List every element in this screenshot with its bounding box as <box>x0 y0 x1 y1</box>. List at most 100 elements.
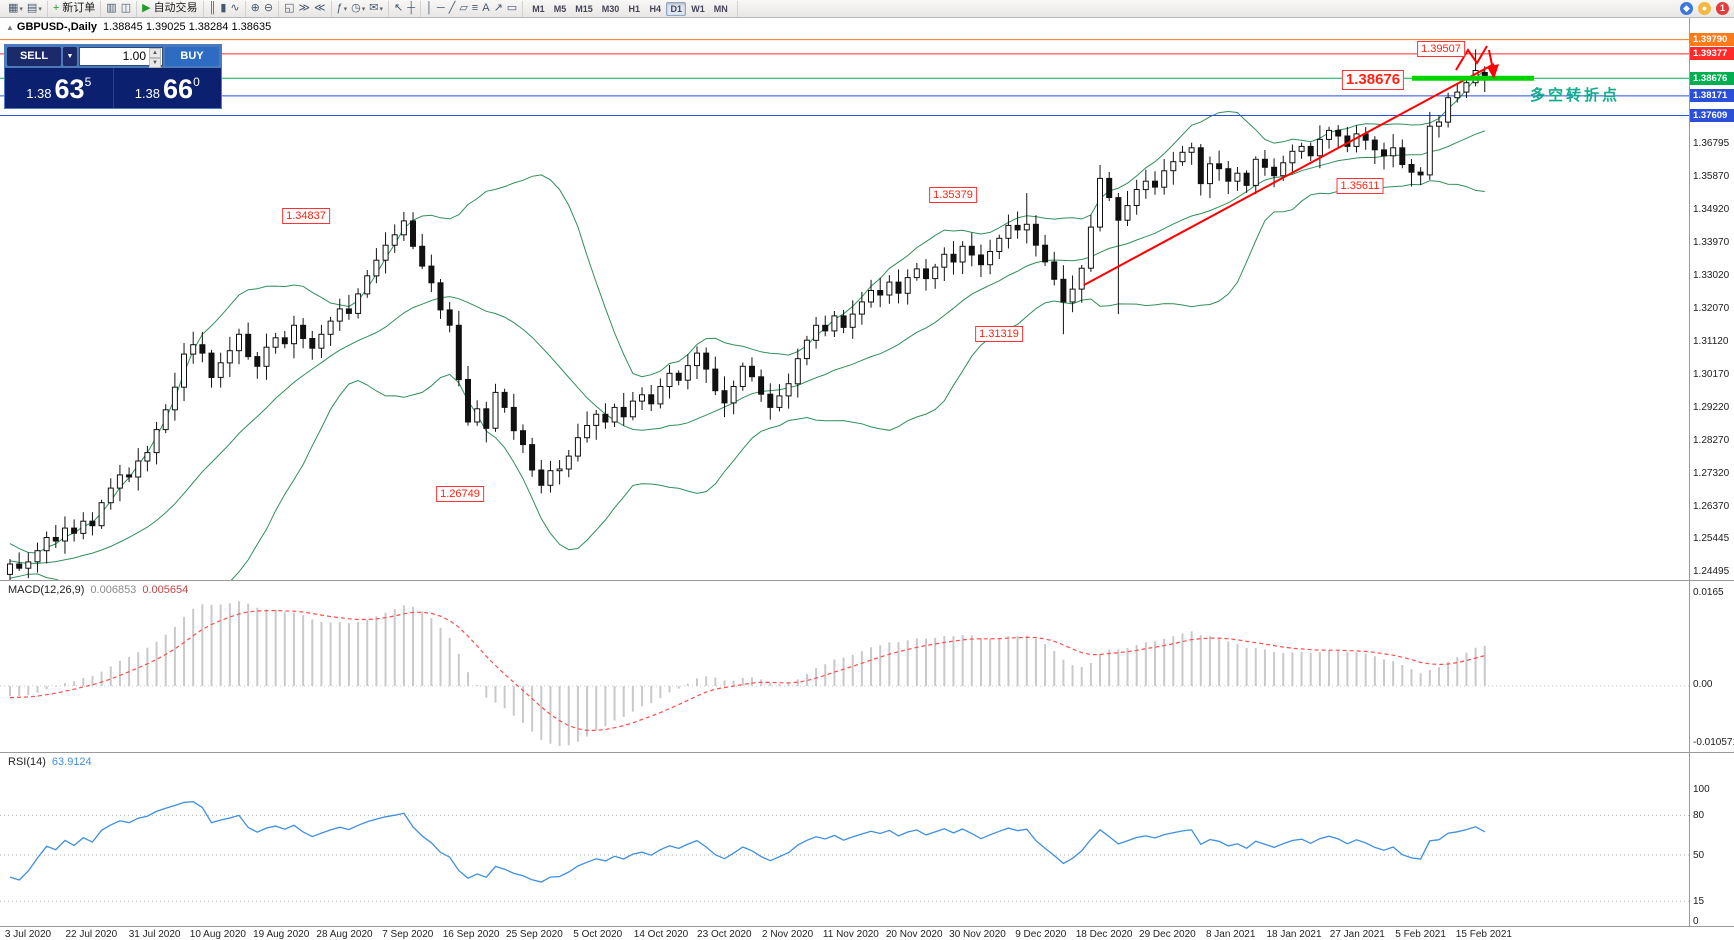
volume-up-icon[interactable]: ▲ <box>149 48 161 58</box>
cursor-icon[interactable]: ↖ <box>394 2 404 14</box>
new-order-button-label: 新订单 <box>62 2 96 14</box>
timeframe-h4[interactable]: H4 <box>649 3 661 14</box>
volume-value: 1.00 <box>122 49 146 63</box>
bar-chart-icon[interactable]: ║ <box>208 2 217 14</box>
periods-icon-caret[interactable]: ▾ <box>361 5 366 13</box>
candlestick-icon[interactable]: ▮ <box>220 2 227 14</box>
line-chart-icon[interactable]: ∿ <box>230 2 240 14</box>
notifications-badge-icon[interactable]: 1 <box>1716 2 1729 15</box>
crosshair-icon[interactable]: ┼ <box>407 2 416 14</box>
macd-scale-label: 0.0165 <box>1693 587 1724 598</box>
price-axis-label: 1.26370 <box>1693 501 1730 512</box>
price-annotation-1.31319[interactable]: 1.31319 <box>975 326 1023 342</box>
text-icon[interactable]: A <box>482 2 490 14</box>
price-axis-label: 1.24495 <box>1693 566 1730 578</box>
shapes-icon[interactable]: ▭ <box>506 2 518 14</box>
price-axis-label: 1.25445 <box>1693 533 1730 545</box>
horizontal-line-icon[interactable]: ─ <box>436 2 445 14</box>
symbol-arrow-icon: ▲ <box>6 23 14 32</box>
timeframe-m15[interactable]: M15 <box>575 3 593 14</box>
alerts-icon[interactable]: ● <box>1698 2 1711 15</box>
zoom-in-icon[interactable]: ⊕ <box>250 2 260 14</box>
price-pane <box>0 39 1689 580</box>
indicators-icon[interactable]: ƒ▾ <box>336 1 348 14</box>
price-annotation-1.39507[interactable]: 1.39507 <box>1417 41 1465 57</box>
arrows-icon[interactable]: ↗ <box>493 2 503 14</box>
new-chart-icon-caret[interactable]: ▾ <box>19 5 23 13</box>
quote-ohlc: 1.38845 1.39025 1.38284 1.38635 <box>103 21 272 33</box>
price-annotation-1.35379[interactable]: 1.35379 <box>929 187 977 203</box>
price-annotation-1.34837[interactable]: 1.34837 <box>282 208 330 224</box>
rsi-scale-label: 15 <box>1693 895 1705 907</box>
timeframe-w1[interactable]: W1 <box>691 3 705 14</box>
volume-stepper[interactable]: ▲ ▼ <box>149 48 161 68</box>
date-axis-label: 3 Jul 2020 <box>4 929 52 940</box>
buy-price-base: 1.38 <box>134 85 161 101</box>
price-annotation-1.38676[interactable]: 1.38676 <box>1341 70 1405 90</box>
sell-price[interactable]: 1.38 63 5 <box>5 68 113 108</box>
rsi-line <box>9 801 1486 883</box>
sell-button[interactable]: SELL <box>7 47 61 66</box>
timeframe-h1[interactable]: H1 <box>628 3 640 14</box>
price-axis-label: 1.30170 <box>1693 368 1730 380</box>
timeframe-mn[interactable]: MN <box>713 3 728 14</box>
price-axis-label: 1.27320 <box>1693 468 1730 479</box>
new-order-button[interactable]: + 新订单 <box>52 2 96 14</box>
vertical-line-icon[interactable]: │ <box>426 2 433 14</box>
price-axis-label: 1.33020 <box>1693 269 1730 281</box>
note-text[interactable]: 多空转折点 <box>1530 87 1621 104</box>
rsi-scale-label: 0 <box>1693 915 1699 927</box>
date-axis-label: 28 Aug 2020 <box>316 929 373 940</box>
date-axis-label: 2 Nov 2020 <box>762 929 814 940</box>
price-annotation-1.26749[interactable]: 1.26749 <box>436 486 484 502</box>
volume-down-icon[interactable]: ▼ <box>149 58 161 68</box>
autotrade-group: ▶ 自动交易 <box>137 0 204 17</box>
channel-icon[interactable]: ▱ <box>459 2 468 14</box>
navigator-icon[interactable]: ◫ <box>120 2 132 14</box>
chart-shift-icon[interactable]: ≪ <box>314 2 326 14</box>
buy-price[interactable]: 1.38 66 0 <box>112 68 222 108</box>
timeframe-m30[interactable]: M30 <box>601 3 620 14</box>
auto-scroll-icon[interactable]: ≫ <box>298 2 310 14</box>
reversal-zigzag[interactable] <box>1455 45 1488 71</box>
trendline-icon[interactable]: ╱ <box>448 2 456 14</box>
trend-line[interactable] <box>1083 63 1495 286</box>
rsi-scale-label: 80 <box>1693 809 1705 821</box>
zoom-out-icon[interactable]: ⊖ <box>263 2 274 14</box>
profiles-icon[interactable]: ▤▾ <box>26 1 42 14</box>
price-annotation-1.35611[interactable]: 1.35611 <box>1336 178 1384 194</box>
volume-input[interactable]: 1.00 ▲ ▼ <box>79 47 163 68</box>
indicators-icon-caret[interactable]: ▾ <box>343 5 348 13</box>
templates-icon[interactable]: ✉▾ <box>369 1 384 14</box>
buy-price-sup: 0 <box>193 75 200 89</box>
date-axis-label: 5 Feb 2021 <box>1395 929 1446 940</box>
price-tag-1.39790: 1.39790 <box>1690 33 1734 47</box>
price-axis-label: 1.34920 <box>1693 203 1730 215</box>
timeframe-m1[interactable]: M1 <box>532 3 545 14</box>
macd-signal-value: 0.005654 <box>142 584 189 596</box>
price-axis-label: 1.33970 <box>1693 236 1730 248</box>
date-axis-label: 8 Jan 2021 <box>1205 929 1256 940</box>
buy-button[interactable]: BUY <box>165 47 219 66</box>
periods-icon[interactable]: ◷▾ <box>351 1 366 14</box>
date-axis-label: 9 Dec 2020 <box>1015 929 1067 940</box>
timeframe-m5[interactable]: M5 <box>553 3 567 14</box>
price-axis-label: 1.28270 <box>1693 434 1730 446</box>
macd-signal-line <box>9 609 1485 732</box>
new-chart-icon[interactable]: ▦▾ <box>8 1 23 14</box>
date-axis-label: 18 Dec 2020 <box>1075 929 1133 940</box>
community-icon[interactable]: ◆ <box>1680 2 1693 15</box>
price-tag-1.39377: 1.39377 <box>1690 47 1734 61</box>
volume-dropdown-icon[interactable]: ▼ <box>63 47 77 66</box>
date-axis-label: 7 Sep 2020 <box>382 929 434 940</box>
profiles-icon-caret[interactable]: ▾ <box>38 5 42 13</box>
market-watch-icon[interactable]: ▥ <box>106 2 117 14</box>
timeframe-d1[interactable]: D1 <box>666 1 687 16</box>
templates-icon-caret[interactable]: ▾ <box>379 5 384 13</box>
date-axis-label: 15 Feb 2021 <box>1455 929 1512 940</box>
fibonacci-icon[interactable]: ≡ <box>471 2 479 14</box>
reversal-arrow-head[interactable] <box>1487 64 1499 79</box>
date-axis-label: 14 Oct 2020 <box>633 929 689 940</box>
tile-windows-icon[interactable]: ◱ <box>284 2 295 14</box>
autotrade-button[interactable]: ▶ 自动交易 <box>142 2 198 14</box>
